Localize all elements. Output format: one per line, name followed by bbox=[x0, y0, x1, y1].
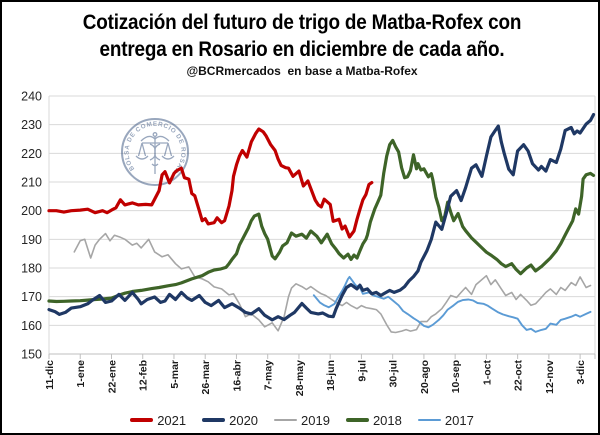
series-line-2021 bbox=[47, 127, 374, 239]
series-line-2017 bbox=[312, 275, 592, 333]
x-tick-label: 1-ene bbox=[75, 360, 87, 388]
legend-label-2020: 2020 bbox=[229, 412, 259, 428]
legend-swatch-2021 bbox=[130, 418, 154, 422]
y-tick-label: 210 bbox=[21, 176, 42, 190]
chart-title: Cotización del futuro de trigo de Matba-… bbox=[32, 9, 572, 63]
legend-item-2020: 2020 bbox=[202, 413, 258, 428]
x-tick-label: 18-jun bbox=[325, 360, 337, 391]
legend-swatch-2020 bbox=[202, 418, 226, 422]
x-tick-label: 22-ene bbox=[106, 360, 118, 393]
series-line-2020 bbox=[47, 112, 596, 322]
legend-swatch-2017 bbox=[417, 418, 441, 422]
x-tick-label: 1-oct bbox=[481, 360, 493, 386]
legend-item-2018: 2018 bbox=[345, 412, 402, 428]
series-line-2018 bbox=[47, 138, 596, 304]
y-tick-label: 220 bbox=[21, 147, 42, 161]
series-line-2019 bbox=[73, 232, 592, 334]
x-tick-label: 30-jul bbox=[388, 360, 400, 388]
legend-swatch-2019 bbox=[274, 418, 298, 422]
x-tick-label: 5-mar bbox=[169, 360, 181, 389]
y-tick-label: 170 bbox=[21, 290, 42, 304]
x-tick-label: 11-dic bbox=[44, 360, 56, 390]
chart-title-line2: entrega en Rosario en diciembre de cada … bbox=[99, 38, 505, 61]
y-tick-label: 180 bbox=[21, 262, 42, 276]
y-tick-label: 190 bbox=[21, 233, 42, 247]
x-tick-label: 9-jul bbox=[356, 360, 368, 382]
x-tick-label: 28-may bbox=[294, 360, 306, 396]
x-tick-label: 12-nov bbox=[544, 360, 556, 394]
legend: 2021 2020 2019 2018 2017 bbox=[2, 407, 598, 433]
x-tick-label: 16-abr bbox=[231, 360, 243, 392]
y-tick-label: 150 bbox=[21, 348, 42, 362]
legend-label-2019: 2019 bbox=[301, 412, 330, 428]
y-tick-label: 230 bbox=[21, 118, 42, 132]
legend-label-2021: 2021 bbox=[157, 412, 187, 428]
x-tick-label: 7-may bbox=[263, 360, 275, 391]
x-tick-label: 26-mar bbox=[200, 360, 212, 394]
legend-item-2017: 2017 bbox=[417, 412, 474, 428]
y-tick-label: 240 bbox=[21, 90, 42, 104]
chart-title-line1: Cotización del futuro de trigo de Matba-… bbox=[82, 11, 522, 34]
y-tick-label: 160 bbox=[21, 319, 42, 333]
series-layer bbox=[47, 112, 596, 334]
x-tick-label: 12-feb bbox=[138, 360, 150, 391]
legend-label-2017: 2017 bbox=[444, 412, 474, 428]
x-tick-label: 20-ago bbox=[419, 360, 431, 394]
axis-layer: 150 160 170 180 190 200 210 220 230 240 11-dic 1-en… bbox=[21, 90, 596, 396]
x-tick-label: 3-dic bbox=[575, 360, 587, 385]
y-tick-label: 200 bbox=[21, 204, 42, 218]
legend-item-2019: 2019 bbox=[274, 413, 330, 428]
chart-subtitle: @BCRmercados en base a Matba-Rofex bbox=[186, 64, 418, 78]
legend-label-2018: 2018 bbox=[372, 412, 402, 428]
legend-item-2021: 2021 bbox=[130, 413, 186, 428]
caduceus-scales-icon bbox=[135, 132, 175, 174]
x-tick-label: 10-sep bbox=[450, 360, 462, 393]
x-tick-label: 22-oct bbox=[513, 360, 525, 391]
legend-swatch-2018 bbox=[345, 418, 369, 422]
